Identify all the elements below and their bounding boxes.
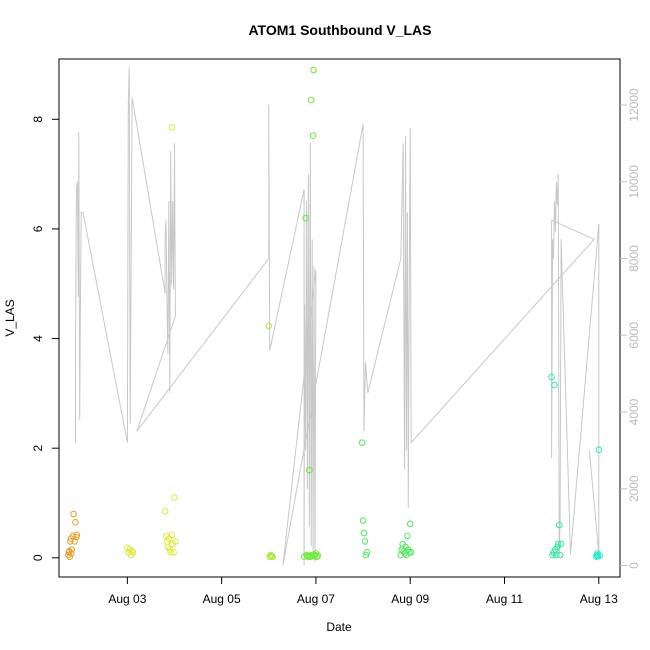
data-point bbox=[548, 373, 555, 381]
y2-tick-label: 2000 bbox=[627, 475, 641, 502]
y2-tick-label: 8000 bbox=[627, 245, 641, 272]
x-axis-title: Date bbox=[326, 620, 352, 634]
y2-tick-label: 4000 bbox=[627, 398, 641, 425]
y-axis-title: V_LAS bbox=[3, 299, 17, 336]
data-point bbox=[554, 540, 562, 548]
data-point bbox=[68, 546, 75, 553]
data-point bbox=[557, 540, 565, 548]
data-point bbox=[406, 520, 414, 528]
y-tick-label: 4 bbox=[31, 335, 45, 342]
data-point bbox=[362, 551, 370, 559]
data-point bbox=[71, 538, 78, 545]
data-point bbox=[161, 507, 169, 515]
y2-tick-label: 10000 bbox=[627, 165, 641, 199]
data-point bbox=[404, 532, 411, 540]
data-point bbox=[314, 552, 322, 559]
data-point bbox=[128, 547, 136, 555]
data-point bbox=[361, 538, 369, 545]
y2-tick-label: 12000 bbox=[627, 88, 641, 122]
x-tick-label: Aug 13 bbox=[580, 592, 618, 606]
data-point bbox=[66, 553, 74, 561]
y-tick-label: 2 bbox=[31, 445, 45, 452]
data-point bbox=[167, 549, 174, 556]
y2-tick-label: 6000 bbox=[627, 322, 641, 349]
x-tick-label: Aug 09 bbox=[391, 592, 429, 606]
secondary-line-layer bbox=[75, 66, 600, 566]
x-tick-label: Aug 03 bbox=[108, 592, 146, 606]
x-tick-label: Aug 07 bbox=[297, 592, 335, 606]
data-point bbox=[307, 96, 315, 104]
y-tick-label: 8 bbox=[31, 116, 45, 123]
data-point bbox=[556, 551, 564, 559]
data-point bbox=[551, 381, 558, 389]
data-point bbox=[358, 439, 366, 447]
x-tick-label: Aug 05 bbox=[203, 592, 241, 606]
data-point bbox=[269, 553, 276, 561]
data-point bbox=[595, 446, 603, 454]
data-point bbox=[267, 551, 275, 559]
data-point bbox=[306, 466, 313, 474]
data-point bbox=[401, 550, 408, 557]
x-tick-label: Aug 11 bbox=[486, 592, 523, 606]
data-point bbox=[310, 66, 317, 74]
y-axis-left: 0 2 4 6 8 bbox=[31, 116, 59, 561]
data-point bbox=[302, 214, 309, 222]
data-point bbox=[360, 529, 368, 537]
data-point bbox=[553, 551, 560, 559]
data-point bbox=[129, 549, 137, 556]
series-line bbox=[75, 66, 600, 566]
data-point bbox=[359, 517, 367, 524]
data-point bbox=[407, 549, 415, 556]
data-point bbox=[168, 124, 176, 131]
y-tick-label: 6 bbox=[31, 225, 45, 232]
data-point bbox=[265, 322, 273, 330]
data-point bbox=[73, 531, 81, 539]
data-point bbox=[72, 518, 79, 526]
data-point bbox=[555, 521, 563, 529]
data-point bbox=[363, 549, 371, 556]
data-point bbox=[406, 549, 413, 556]
x-axis: Aug 03 Aug 05 Aug 07 Aug 09 Aug 11 Aug 13 bbox=[108, 577, 618, 606]
plot-frame bbox=[58, 58, 621, 578]
y-axis-right: 0 2000 4000 6000 8000 10000 12000 bbox=[620, 88, 641, 569]
y-tick-label: 0 bbox=[31, 554, 45, 561]
data-point bbox=[172, 538, 179, 545]
data-point bbox=[313, 553, 321, 561]
y2-tick-label: 0 bbox=[627, 562, 641, 569]
data-point bbox=[171, 494, 178, 501]
data-point bbox=[68, 550, 75, 557]
data-point bbox=[549, 551, 556, 559]
data-point bbox=[596, 552, 604, 559]
data-point bbox=[67, 538, 74, 545]
data-point bbox=[70, 510, 77, 518]
data-point bbox=[309, 132, 317, 139]
chart-title: ATOM1 Southbound V_LAS bbox=[248, 22, 431, 38]
data-point bbox=[170, 549, 177, 556]
data-point bbox=[168, 531, 175, 539]
points-layer bbox=[65, 66, 604, 561]
